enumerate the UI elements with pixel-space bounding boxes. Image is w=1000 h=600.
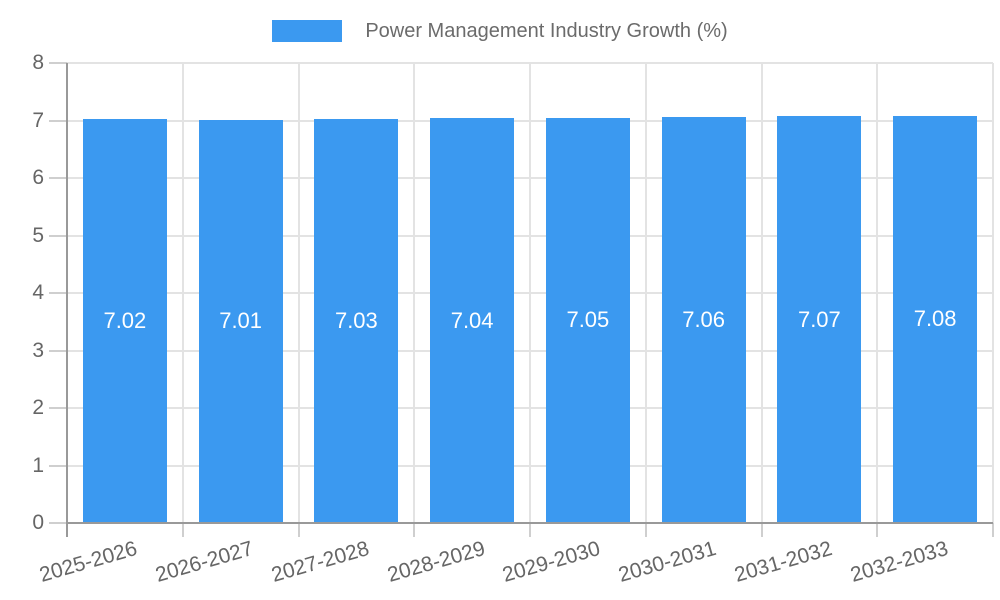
y-axis-line bbox=[66, 63, 68, 523]
y-axis-label: 4 bbox=[32, 281, 44, 304]
bar[interactable] bbox=[430, 118, 515, 523]
y-tick bbox=[49, 177, 67, 179]
y-tick bbox=[49, 522, 67, 524]
x-axis-label: 2028-2029 bbox=[384, 537, 488, 587]
x-tick bbox=[529, 523, 531, 537]
x-axis-line bbox=[67, 522, 993, 524]
y-axis-label: 8 bbox=[32, 51, 44, 74]
bar[interactable] bbox=[661, 117, 746, 523]
y-axis-label: 1 bbox=[32, 453, 44, 477]
legend-swatch bbox=[272, 20, 343, 42]
v-gridline bbox=[992, 63, 994, 523]
v-gridline bbox=[644, 63, 647, 523]
y-axis-label: 3 bbox=[32, 338, 44, 362]
bar-value-label: 7.07 bbox=[797, 306, 841, 332]
bar[interactable] bbox=[82, 119, 167, 523]
x-tick bbox=[181, 523, 184, 537]
x-tick bbox=[876, 523, 879, 537]
y-axis-label: 5 bbox=[32, 223, 44, 247]
x-tick bbox=[992, 523, 994, 537]
bar[interactable] bbox=[893, 115, 978, 523]
bar-value-label: 7.06 bbox=[682, 307, 726, 333]
y-axis-label: 0 bbox=[32, 511, 44, 534]
bar-value-label: 7.08 bbox=[913, 306, 957, 332]
x-axis-label: 2025-2026 bbox=[37, 537, 141, 587]
legend[interactable]: Power Management Industry Growth (%) bbox=[0, 19, 1000, 43]
x-axis-label: 2030-2031 bbox=[616, 537, 719, 587]
bar[interactable] bbox=[198, 119, 283, 523]
y-tick bbox=[49, 292, 67, 294]
x-tick bbox=[297, 523, 300, 537]
y-axis-label: 7 bbox=[32, 108, 44, 132]
v-gridline bbox=[413, 63, 416, 523]
y-tick bbox=[49, 119, 67, 122]
bar-value-label: 7.01 bbox=[219, 308, 263, 334]
legend-label: Power Management Industry Growth (%) bbox=[365, 20, 728, 42]
y-tick bbox=[49, 62, 67, 64]
v-gridline bbox=[760, 63, 763, 523]
x-tick bbox=[413, 523, 416, 537]
x-tick bbox=[644, 523, 647, 537]
y-tick bbox=[49, 349, 67, 352]
y-axis-label: 2 bbox=[32, 396, 44, 419]
bar[interactable] bbox=[314, 118, 399, 523]
bar-value-label: 7.05 bbox=[566, 307, 610, 333]
bar[interactable] bbox=[545, 117, 630, 523]
v-gridline bbox=[181, 63, 184, 523]
bar[interactable] bbox=[777, 116, 862, 523]
bar-value-label: 7.04 bbox=[450, 307, 494, 333]
y-tick bbox=[49, 407, 67, 409]
v-gridline bbox=[297, 63, 300, 523]
bar-value-label: 7.03 bbox=[334, 307, 378, 333]
v-gridline bbox=[529, 63, 531, 523]
v-gridline bbox=[876, 63, 879, 523]
x-axis-label: 2032-2033 bbox=[847, 537, 951, 587]
x-axis-label: 2031-2032 bbox=[731, 537, 835, 587]
x-axis-label: 2027-2028 bbox=[268, 537, 372, 587]
x-axis-label: 2029-2030 bbox=[500, 537, 604, 587]
x-tick bbox=[66, 523, 68, 537]
y-tick bbox=[49, 234, 67, 237]
x-tick bbox=[760, 523, 763, 537]
y-tick bbox=[49, 464, 67, 467]
bar-value-label: 7.02 bbox=[103, 308, 147, 334]
x-axis-label: 2026-2027 bbox=[153, 537, 256, 587]
y-axis-label: 6 bbox=[32, 166, 44, 189]
